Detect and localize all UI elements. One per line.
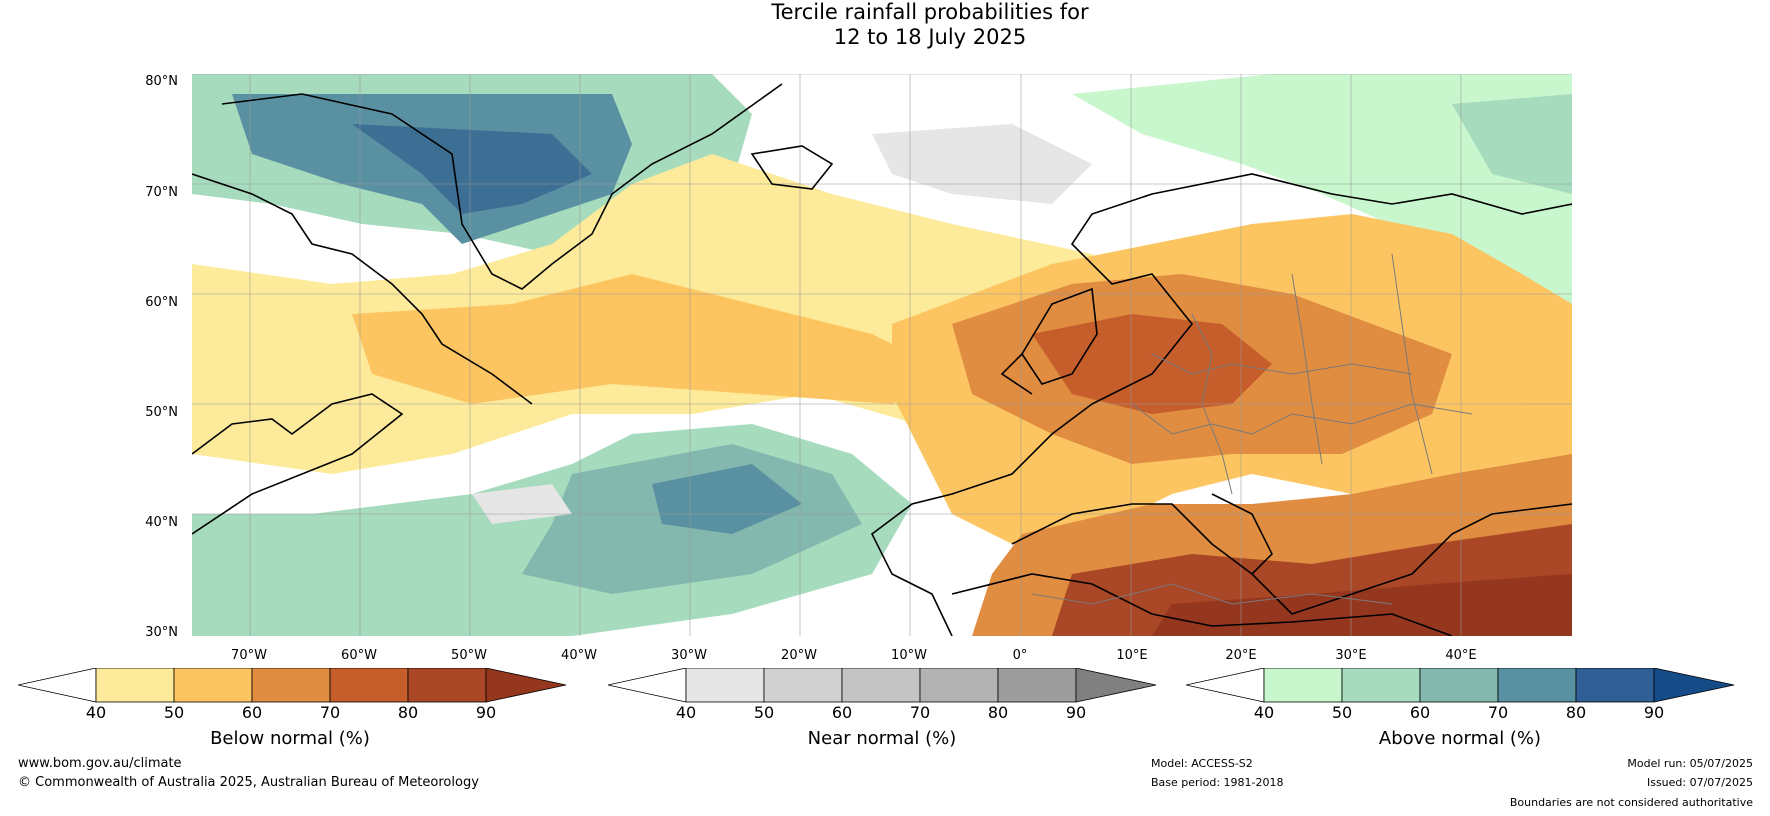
colorbar-near-70-80 xyxy=(919,668,999,703)
colorbar-below-tick-60: 60 xyxy=(241,703,263,722)
below-region-europe-deep xyxy=(1032,314,1272,414)
above-region-mid-atlantic-deep xyxy=(652,464,802,534)
lon-label-70w: 70°W xyxy=(231,648,267,663)
colorbar-near-60-70 xyxy=(841,668,921,703)
colorbar-near-tick-80: 80 xyxy=(987,703,1009,722)
near-region-patches xyxy=(472,124,1092,524)
footer-model-run: Model run: 05/07/2025 xyxy=(1627,757,1753,770)
colorbar-above-label: Above normal (%) xyxy=(1378,728,1542,749)
colorbar-near-tick-50: 50 xyxy=(753,703,775,722)
lat-label-80n: 80°N xyxy=(145,74,178,89)
footer-issued: Issued: 07/07/2025 xyxy=(1646,776,1753,789)
colorbar-near-tick-90: 90 xyxy=(1065,703,1087,722)
colorbar-above-40-50 xyxy=(1263,668,1343,703)
colorbar-below-tick-40: 40 xyxy=(85,703,107,722)
colorbar-near-80-90 xyxy=(997,668,1077,703)
colorbar-below-tick-90: 90 xyxy=(475,703,497,722)
colorbar-below-40-50 xyxy=(95,668,175,703)
below-region-sahara-extreme xyxy=(1152,574,1572,636)
colorbar-above-tick-80: 80 xyxy=(1565,703,1587,722)
colorbar-below-80-90 xyxy=(407,668,487,703)
footer-model: Model: ACCESS-S2 xyxy=(1151,757,1253,770)
colorbar-below-tick-50: 50 xyxy=(163,703,185,722)
colorbar-below-60-70 xyxy=(251,668,331,703)
colorbar-above-normal xyxy=(1186,668,1735,703)
colorbar-below-high-extension xyxy=(485,668,567,703)
colorbar-below-label: Below normal (%) xyxy=(210,728,370,749)
lon-label-0: 0° xyxy=(1012,648,1028,663)
colorbar-above-tick-60: 60 xyxy=(1409,703,1431,722)
colorbar-near-tick-60: 60 xyxy=(831,703,853,722)
colorbar-above-80-90 xyxy=(1575,668,1655,703)
lon-label-60w: 60°W xyxy=(341,648,377,663)
above-region-arctic-east xyxy=(1072,74,1572,324)
footer-disclaimer: Boundaries are not considered authoritat… xyxy=(1509,796,1753,809)
lat-label-40n: 40°N xyxy=(145,515,178,530)
colorbar-below-tick-80: 80 xyxy=(397,703,419,722)
lat-label-60n: 60°N xyxy=(145,295,178,310)
colorbar-near-high-extension xyxy=(1075,668,1157,703)
country-borders xyxy=(1031,253,1473,605)
colorbar-below-70-80 xyxy=(329,668,409,703)
above-region-arctic-east-core xyxy=(1452,94,1572,194)
lon-label-30e: 30°E xyxy=(1335,648,1367,663)
footer-base-period: Base period: 1981-2018 xyxy=(1151,776,1284,789)
lon-label-20e: 20°E xyxy=(1225,648,1257,663)
colorbar-above-50-60 xyxy=(1341,668,1421,703)
title-line-2: 12 to 18 July 2025 xyxy=(833,25,1027,49)
colorbar-near-low-extension xyxy=(608,668,687,703)
colorbar-above-60-70 xyxy=(1419,668,1499,703)
colorbar-above-high-extension xyxy=(1653,668,1735,703)
lat-label-30n: 30°N xyxy=(145,625,178,640)
colorbar-below-normal xyxy=(18,668,567,703)
footer-copyright: © Commonwealth of Australia 2025, Austra… xyxy=(18,775,479,790)
map-title: Tercile rainfall probabilities for 12 to… xyxy=(0,0,1770,50)
coastlines xyxy=(192,83,1572,636)
colorbar-below-50-60 xyxy=(173,668,253,703)
lon-label-40w: 40°W xyxy=(561,648,597,663)
colorbar-above-70-80 xyxy=(1497,668,1577,703)
graticule xyxy=(192,74,1572,636)
title-line-1: Tercile rainfall probabilities for xyxy=(771,0,1089,24)
above-region-greenland-deep xyxy=(352,124,592,214)
colorbar-above-tick-90: 90 xyxy=(1643,703,1665,722)
footer-website[interactable]: www.bom.gov.au/climate xyxy=(18,756,182,771)
lat-label-50n: 50°N xyxy=(145,405,178,420)
colorbar-near-label: Near normal (%) xyxy=(807,728,957,749)
lon-label-30w: 30°W xyxy=(671,648,707,663)
colorbar-below-low-extension xyxy=(18,668,97,703)
lat-label-70n: 70°N xyxy=(145,185,178,200)
colorbar-above-tick-40: 40 xyxy=(1253,703,1275,722)
map-canvas xyxy=(192,74,1572,636)
lon-label-50w: 50°W xyxy=(451,648,487,663)
lon-label-10e: 10°E xyxy=(1116,648,1148,663)
lon-label-10w: 10°W xyxy=(891,648,927,663)
colorbar-below-tick-70: 70 xyxy=(319,703,341,722)
colorbar-above-low-extension xyxy=(1186,668,1265,703)
colorbar-near-40-50 xyxy=(685,668,765,703)
lon-label-40e: 40°E xyxy=(1445,648,1477,663)
below-region-atlantic-core xyxy=(352,274,952,404)
lon-label-20w: 20°W xyxy=(781,648,817,663)
colorbar-near-normal xyxy=(608,668,1157,703)
colorbar-near-tick-70: 70 xyxy=(909,703,931,722)
colorbar-above-tick-50: 50 xyxy=(1331,703,1353,722)
rainfall-probability-map xyxy=(192,74,1572,636)
colorbar-near-50-60 xyxy=(763,668,843,703)
colorbar-near-tick-40: 40 xyxy=(675,703,697,722)
colorbar-above-tick-70: 70 xyxy=(1487,703,1509,722)
